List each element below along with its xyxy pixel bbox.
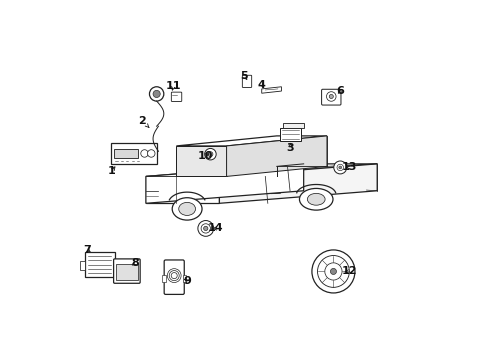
Text: 4: 4 (257, 80, 265, 90)
FancyBboxPatch shape (111, 143, 157, 164)
FancyBboxPatch shape (171, 92, 182, 102)
Circle shape (326, 92, 335, 101)
Circle shape (141, 150, 148, 157)
FancyBboxPatch shape (114, 149, 138, 158)
Text: 2: 2 (138, 116, 149, 127)
FancyBboxPatch shape (164, 260, 184, 294)
FancyBboxPatch shape (116, 264, 138, 280)
Polygon shape (261, 87, 281, 93)
Polygon shape (145, 164, 303, 203)
Circle shape (203, 226, 207, 230)
FancyBboxPatch shape (242, 75, 251, 87)
Polygon shape (176, 136, 326, 146)
Polygon shape (226, 136, 326, 176)
Circle shape (333, 161, 346, 174)
Text: 1: 1 (108, 166, 116, 176)
Text: 9: 9 (183, 276, 191, 286)
FancyBboxPatch shape (80, 261, 85, 270)
Circle shape (153, 90, 160, 98)
Polygon shape (145, 164, 376, 176)
Ellipse shape (299, 188, 332, 210)
Bar (162, 275, 165, 282)
Circle shape (336, 164, 343, 171)
Text: 5: 5 (240, 71, 248, 81)
Ellipse shape (172, 198, 202, 220)
Text: 13: 13 (341, 162, 357, 172)
Text: 10: 10 (197, 150, 212, 161)
Text: 7: 7 (83, 245, 91, 255)
Text: 11: 11 (165, 81, 181, 91)
FancyBboxPatch shape (84, 252, 115, 277)
Polygon shape (219, 164, 376, 203)
Circle shape (147, 150, 155, 157)
Circle shape (207, 152, 212, 157)
Text: 3: 3 (286, 143, 294, 153)
Circle shape (338, 166, 341, 169)
Text: 14: 14 (207, 224, 223, 233)
Ellipse shape (307, 193, 325, 205)
Circle shape (201, 224, 210, 233)
Polygon shape (283, 123, 304, 128)
FancyBboxPatch shape (321, 89, 340, 105)
Polygon shape (280, 128, 301, 141)
Circle shape (324, 263, 341, 280)
Text: 6: 6 (336, 86, 344, 96)
Circle shape (311, 250, 354, 293)
FancyBboxPatch shape (113, 259, 140, 283)
Polygon shape (145, 176, 219, 203)
Circle shape (317, 256, 348, 287)
Bar (183, 275, 186, 282)
Circle shape (149, 87, 163, 101)
Polygon shape (176, 146, 226, 176)
Text: 12: 12 (341, 266, 356, 276)
Circle shape (198, 221, 213, 236)
Ellipse shape (179, 202, 195, 215)
Text: 8: 8 (131, 258, 139, 268)
Circle shape (204, 148, 216, 160)
Circle shape (330, 269, 336, 274)
Circle shape (328, 94, 333, 99)
